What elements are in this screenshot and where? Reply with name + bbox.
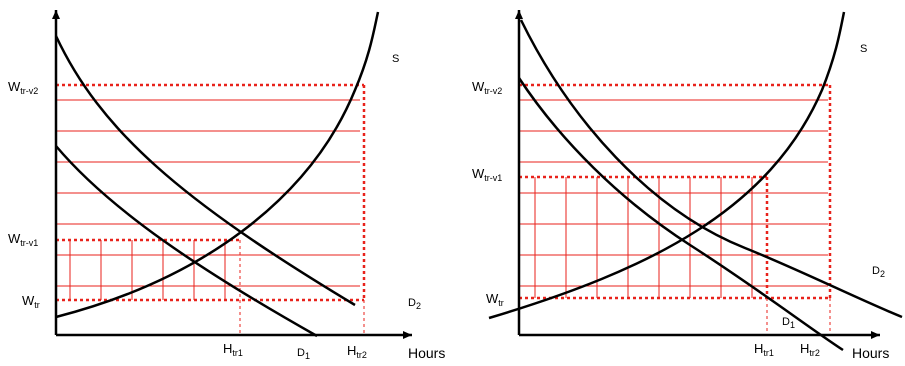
right-label-d1: D1 [782, 316, 795, 330]
right-label-h-tr2: Htr2 [800, 341, 820, 358]
left-label-w-tr-v1: Wtr-v1 [8, 231, 38, 248]
right-supply-curve [488, 11, 846, 320]
right-label-w-tr: Wtr [486, 291, 504, 308]
left-axes [52, 10, 412, 339]
left-label-d2: D2 [408, 297, 421, 311]
left-label-w-tr-v2: Wtr-v2 [8, 79, 38, 96]
right-label-s: S [860, 43, 867, 55]
right-label-hours: Hours [852, 345, 889, 361]
right-curves [488, 11, 903, 352]
left-label-d1: D1 [297, 347, 310, 361]
right-label-h-tr1: Htr1 [754, 341, 774, 358]
left-label-w-tr: Wtr [22, 293, 40, 310]
right-red-horizontal-lines [519, 99, 828, 287]
right-label-d2: D2 [872, 265, 885, 279]
left-demand-curve-d2 [54, 35, 356, 307]
left-demand-curve-d1 [55, 145, 318, 338]
right-panel: Wtr-v2 Wtr-v1 Wtr Htr1 Htr2 Hours S D1 D… [472, 10, 903, 361]
left-red-vertical-lines [69, 240, 226, 300]
left-curves [54, 11, 380, 338]
left-label-h-tr1: Htr1 [223, 341, 243, 358]
right-label-w-tr-v1: Wtr-v1 [472, 166, 502, 183]
right-demand-curve-d1 [517, 77, 844, 352]
left-red-dotted-lines [56, 83, 366, 302]
right-red-dotted-lines [519, 83, 832, 300]
left-label-hours: Hours [408, 345, 445, 361]
right-demand-curve-d2 [519, 19, 903, 319]
left-label-h-tr2: Htr2 [347, 343, 367, 360]
right-axes [515, 10, 880, 339]
left-supply-curve [55, 11, 380, 319]
left-label-s: S [392, 53, 399, 65]
left-panel: Wtr-v2 Wtr-v1 Wtr Htr1 Htr2 Hours S D1 D… [8, 10, 445, 361]
right-label-w-tr-v2: Wtr-v2 [472, 79, 502, 96]
